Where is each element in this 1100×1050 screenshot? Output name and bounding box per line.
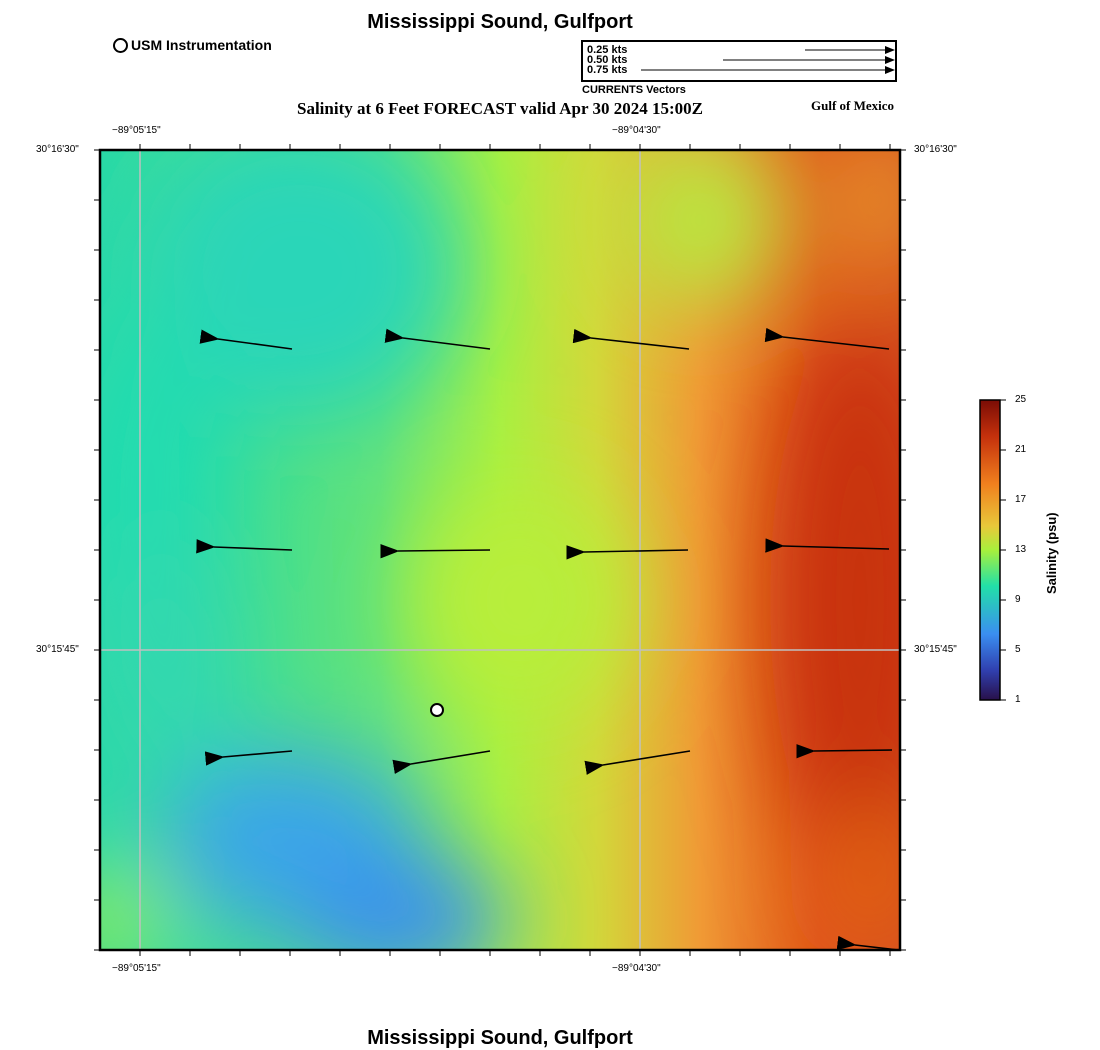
- current-vector-arrow: [572, 328, 690, 350]
- salinity-field: [100, 150, 900, 950]
- instrument-legend: USM Instrumentation: [113, 37, 272, 53]
- colorbar-tick-label-1: 1: [1015, 694, 1021, 705]
- vector-legend-label-2: 0.50 kts: [587, 54, 628, 66]
- lat-tick-left-1: 30°16'30": [36, 144, 79, 155]
- current-vector-arrow: [765, 538, 890, 553]
- lon-tick-bottom-1: −89°05'15": [112, 963, 161, 974]
- map-footer-title: Mississippi Sound, Gulfport: [367, 1027, 633, 1049]
- current-vectors: [196, 327, 899, 951]
- current-vector-arrow: [196, 539, 293, 554]
- instrument-site-marker[interactable]: [430, 703, 444, 717]
- map-gridlines: [100, 150, 900, 950]
- salinity-colorbar: [979, 399, 1001, 701]
- region-label: Gulf of Mexico: [811, 98, 895, 113]
- lat-tick-right-1: 30°16'30": [914, 144, 957, 155]
- vector-legend: 0.25 kts 0.50 kts 0.75 kts: [581, 40, 897, 82]
- instrument-marker-icon: [113, 37, 128, 53]
- current-vector-arrow: [204, 750, 293, 766]
- current-vector-arrow: [566, 545, 689, 560]
- map-subtitle: Salinity at 6 Feet FORECAST valid Apr 30…: [297, 99, 703, 118]
- colorbar-tick-label-17: 17: [1015, 494, 1027, 505]
- colorbar-ticks: [1000, 399, 1006, 701]
- vector-legend-label-1: 0.25 kts: [587, 44, 628, 56]
- current-vector-arrow: [796, 744, 893, 759]
- instrument-legend-label: USM Instrumentation: [131, 37, 272, 53]
- colorbar-tick-label-25: 25: [1015, 394, 1027, 405]
- vector-legend-caption: CURRENTS Vectors: [582, 84, 686, 96]
- lat-tick-right-2: 30°15'45": [914, 644, 957, 655]
- current-vector-arrow: [584, 750, 691, 775]
- lon-tick-bottom-2: −89°04'30": [612, 963, 661, 974]
- vector-legend-label-3: 0.75 kts: [587, 64, 628, 76]
- lon-tick-top-1: −89°05'15": [112, 125, 161, 136]
- map-title: Mississippi Sound, Gulfport: [367, 11, 633, 33]
- colorbar-tick-label-13: 13: [1015, 544, 1027, 555]
- current-vector-arrow: [199, 329, 293, 350]
- current-vector-arrow: [392, 750, 491, 774]
- colorbar-tick-label-5: 5: [1015, 644, 1021, 655]
- colorbar-tick-label-9: 9: [1015, 594, 1021, 605]
- colorbar-tick-label-21: 21: [1015, 444, 1027, 455]
- frame-ticks: [94, 144, 906, 956]
- lat-tick-left-2: 30°15'45": [36, 644, 79, 655]
- lon-tick-top-2: −89°04'30": [612, 125, 661, 136]
- current-vector-arrow: [380, 543, 491, 559]
- vector-legend-arrows: [641, 46, 895, 74]
- current-vector-arrow: [384, 328, 491, 350]
- colorbar-title: Salinity (psu): [1044, 512, 1059, 594]
- current-vector-arrow: [764, 327, 890, 350]
